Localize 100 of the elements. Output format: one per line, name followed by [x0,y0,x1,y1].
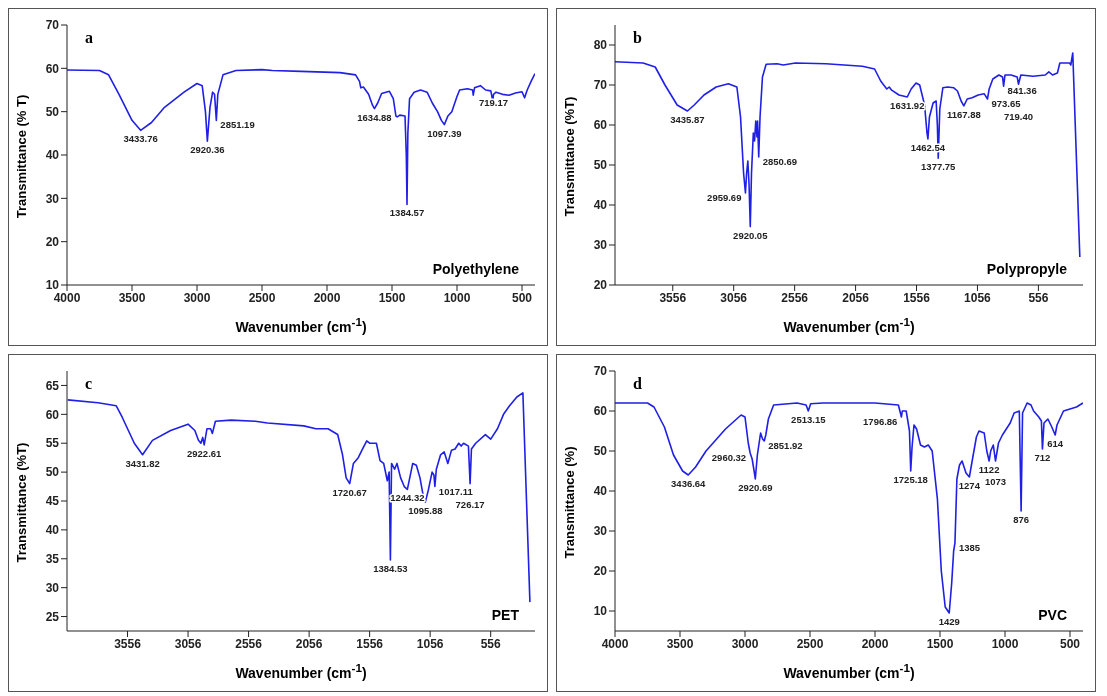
x-tick-label: 1056 [416,636,444,651]
annotation: d [633,375,642,393]
y-axis-title: Transmittance (%) [562,446,578,558]
x-tick-label: 556 [480,636,502,651]
x-tick-label: 2056 [295,636,323,651]
annotation: 1725.18 [893,474,928,485]
annotation: 719.40 [1003,111,1034,123]
line-series [67,68,535,206]
annotation: 1122 [978,464,1000,475]
y-tick-label: 70 [593,78,608,93]
annotation: 1384.53 [373,562,408,574]
x-tick-label: 4000 [601,636,629,651]
y-tick-label: 45 [45,494,60,509]
y-tick-label: 60 [593,118,608,133]
annotation: 2960.32 [711,452,747,463]
x-tick-label: 500 [511,290,533,305]
y-tick-label: 30 [593,238,608,253]
x-axis-title: Wavenumber (cm$^{-1}$) [234,315,368,335]
x-tick-label: 1556 [356,636,384,651]
y-axis-title: Transmittance (% T) [14,94,30,218]
y-tick-label: 10 [593,604,608,619]
x-tick-label: 3556 [114,636,142,651]
x-tick-label: 1500 [378,290,406,305]
y-tick-label: 10 [45,278,60,293]
annotation: 2920.69 [738,482,773,493]
annotation: 3436.64 [671,478,707,489]
annotation: a [85,29,93,47]
annotation: 2850.69 [762,156,798,167]
x-axis-title: Wavenumber (cm$^{-1}$) [782,315,916,335]
line-series [67,392,531,603]
y-tick-label: 60 [45,61,60,76]
x-tick-label: 1056 [964,290,992,305]
y-tick-label: 40 [593,198,608,213]
y-tick-label: 50 [45,465,60,480]
y-tick-label: 40 [45,523,60,538]
annotation: 2920.05 [733,229,769,241]
annotation: 3433.76 [123,133,158,145]
x-tick-label: 1000 [443,290,471,305]
y-tick-label: 25 [45,609,60,624]
x-tick-label: 4000 [53,290,81,305]
annotation: 2959.69 [707,192,742,203]
x-tick-label: 2056 [842,290,870,305]
annotation: 614 [1047,438,1064,449]
y-tick-label: 40 [593,484,608,499]
y-tick-label: 40 [45,148,60,163]
annotation: 841.36 [1007,85,1037,97]
annotation: 1429 [938,616,960,627]
annotation: 2851.19 [220,119,255,131]
y-tick-label: 20 [593,278,608,293]
annotation: 1720.67 [332,486,367,498]
annotation: 1017.11 [438,485,474,497]
x-tick-label: 2556 [235,636,263,651]
x-tick-label: 3556 [659,290,687,305]
y-axis-title: Transmittance (%T) [562,96,578,216]
x-tick-label: 3056 [174,636,202,651]
x-tick-label: 1556 [903,290,931,305]
annotation: 2851.92 [768,440,803,451]
y-tick-label: 65 [45,378,60,393]
x-tick-label: 2500 [796,636,824,651]
x-tick-label: 500 [1059,636,1081,651]
x-tick-label: 2500 [248,290,276,305]
annotation: 1384.57 [389,207,425,219]
x-tick-label: 1500 [926,636,954,651]
annotation: 1097.39 [427,127,462,139]
y-tick-label: 20 [593,564,608,579]
annotation: PET [491,607,519,623]
annotation: 719.17 [478,97,509,109]
annotation: 1385 [958,542,981,553]
y-tick-label: 70 [593,364,608,379]
annotation: c [85,375,93,393]
y-tick-label: 55 [45,436,60,451]
annotation: 3435.87 [670,114,705,125]
annotation: 2513.15 [791,414,827,425]
y-tick-label: 35 [45,552,60,567]
x-tick-label: 3000 [731,636,759,651]
annotation: 1095.88 [408,505,443,517]
annotation: Polyethylene [432,261,519,277]
annotation: PVC [1038,607,1067,623]
x-tick-label: 2556 [781,290,809,305]
y-tick-label: 30 [45,191,60,206]
annotation: 973.65 [991,98,1022,109]
y-tick-label: 70 [45,18,60,33]
annotation: Polypropyle [986,261,1067,277]
annotation: 876 [1013,514,1030,525]
x-axis-title: Wavenumber (cm$^{-1}$) [782,661,916,681]
annotation: 1073 [984,476,1007,487]
y-axis-title: Transmittance (%T) [14,442,30,562]
x-tick-label: 2000 [313,290,341,305]
x-tick-label: 3056 [720,290,748,305]
annotation: 1167.88 [946,108,981,120]
y-tick-label: 50 [45,104,60,119]
annotation: 1634.88 [357,111,392,123]
y-tick-label: 80 [593,38,608,53]
x-tick-label: 556 [1028,290,1049,305]
annotation: 2920.36 [190,144,225,156]
x-axis-title: Wavenumber (cm$^{-1}$) [234,661,368,681]
line-series [615,52,1081,258]
annotation: b [633,29,642,47]
y-tick-label: 30 [45,580,60,595]
x-tick-label: 2000 [861,636,889,651]
